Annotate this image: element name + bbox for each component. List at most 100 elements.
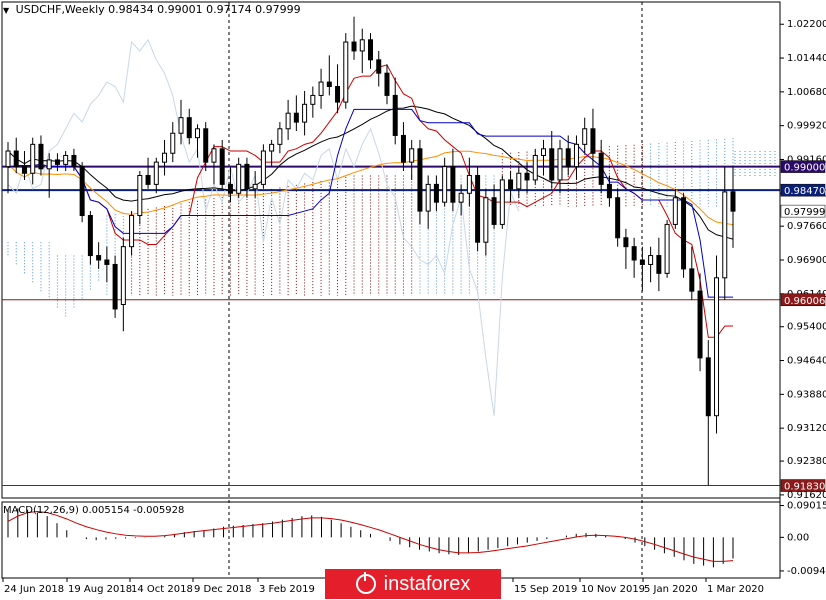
price-tick-label: 1.01440: [787, 53, 826, 64]
candle-body-bull: [252, 183, 258, 190]
candle: [491, 184, 497, 229]
candle: [120, 237, 126, 332]
candle: [30, 137, 36, 185]
candle: [524, 162, 530, 194]
candle: [631, 237, 637, 278]
candle: [483, 188, 489, 256]
kijun-sen-line: [7, 108, 733, 298]
candle-body-bear: [79, 166, 85, 217]
candle: [384, 64, 390, 105]
candle-body-bear: [656, 255, 662, 274]
candle: [112, 255, 118, 318]
candle: [697, 273, 703, 372]
candle-body-bull: [573, 143, 579, 168]
candle-body-bull: [483, 197, 489, 243]
time-tick-label: 5 Jan 2020: [644, 584, 698, 595]
candle: [310, 86, 316, 118]
candle: [194, 124, 200, 158]
candle: [606, 175, 612, 207]
candle-body-bull: [532, 154, 538, 181]
candle: [392, 77, 398, 145]
candle: [178, 99, 184, 145]
price-level-badge-text: 0.98470: [784, 186, 825, 197]
candle-body-bull: [310, 94, 316, 105]
candle: [450, 148, 456, 212]
candle-body-bull: [343, 41, 349, 103]
candle-body-bull: [30, 143, 36, 174]
candle-body-bull: [63, 154, 69, 165]
candle: [458, 184, 464, 216]
candle-body-bear: [112, 263, 118, 310]
candle: [705, 340, 711, 486]
candle-body-bull: [162, 152, 168, 163]
candle: [219, 139, 225, 189]
candle-body-bear: [54, 159, 60, 165]
symbol-label: USDCHF,Weekly: [15, 3, 105, 16]
candle: [516, 166, 522, 198]
candle-body-bear: [417, 148, 423, 212]
price-tick-label: 0.94640: [787, 356, 826, 367]
candle: [648, 246, 654, 283]
candle-body-bear: [104, 259, 110, 265]
candle-body-bull: [170, 132, 176, 154]
price-tick-label: 0.95400: [787, 322, 826, 333]
macd-tick-label: -0.009464: [787, 566, 826, 577]
candle: [79, 162, 85, 223]
candle: [425, 175, 431, 229]
candle: [302, 90, 308, 136]
candle: [532, 148, 538, 185]
candle: [46, 153, 52, 198]
candle: [203, 122, 209, 172]
price-tick-label: 0.96900: [787, 255, 826, 266]
candle: [87, 211, 93, 265]
candle-body-bear: [590, 128, 596, 154]
candle: [285, 99, 291, 140]
candle-body-bear: [681, 197, 687, 270]
candle: [21, 151, 27, 180]
candle-body-bull: [120, 246, 126, 305]
time-tick-label: 1 Mar 2020: [707, 584, 764, 595]
chart-header: ▼ USDCHF,Weekly 0.98434 0.99001 0.97174 …: [3, 3, 301, 16]
candle-body-bull: [664, 223, 670, 274]
candle-body-bear: [96, 255, 102, 261]
price-tick-label: 1.00680: [787, 87, 826, 98]
candle-body-bull: [714, 277, 720, 417]
candle-body-bear: [326, 81, 332, 88]
candle-body-bear: [549, 148, 555, 181]
candle: [582, 117, 588, 154]
candle: [326, 55, 332, 96]
candle-body-bull: [153, 161, 159, 185]
candle-body-bear: [145, 174, 151, 185]
price-tick-label: 0.99920: [787, 121, 826, 132]
candle: [236, 157, 242, 198]
candle-body-bull: [269, 143, 275, 152]
moving-average-orange: [7, 150, 734, 226]
candle-body-bear: [21, 166, 27, 174]
candle: [541, 139, 547, 176]
dropdown-triangle-icon[interactable]: ▼: [3, 6, 10, 15]
candle-body-bear: [186, 117, 192, 139]
macd-tick-label: 0.00: [787, 532, 809, 543]
watermark-text: instaforex: [383, 572, 471, 595]
candle: [565, 135, 571, 176]
price-level-badge: [780, 204, 826, 218]
candle: [227, 166, 233, 203]
candle: [400, 122, 406, 172]
candle-body-bear: [13, 150, 19, 168]
candle: [162, 139, 168, 176]
candle: [409, 139, 415, 180]
candle: [681, 193, 687, 278]
candle-body-bull: [129, 215, 135, 248]
price-level-badge: [780, 160, 826, 173]
candle: [5, 142, 11, 194]
time-tick-label: 15 Sep 2019: [514, 584, 577, 595]
candle: [63, 151, 69, 172]
candle-body-bear: [71, 154, 77, 168]
candle: [318, 68, 324, 109]
candle: [376, 50, 382, 87]
price-tick-label: 0.99160: [787, 154, 826, 165]
candle-body-bear: [227, 183, 233, 194]
candle: [244, 157, 250, 198]
